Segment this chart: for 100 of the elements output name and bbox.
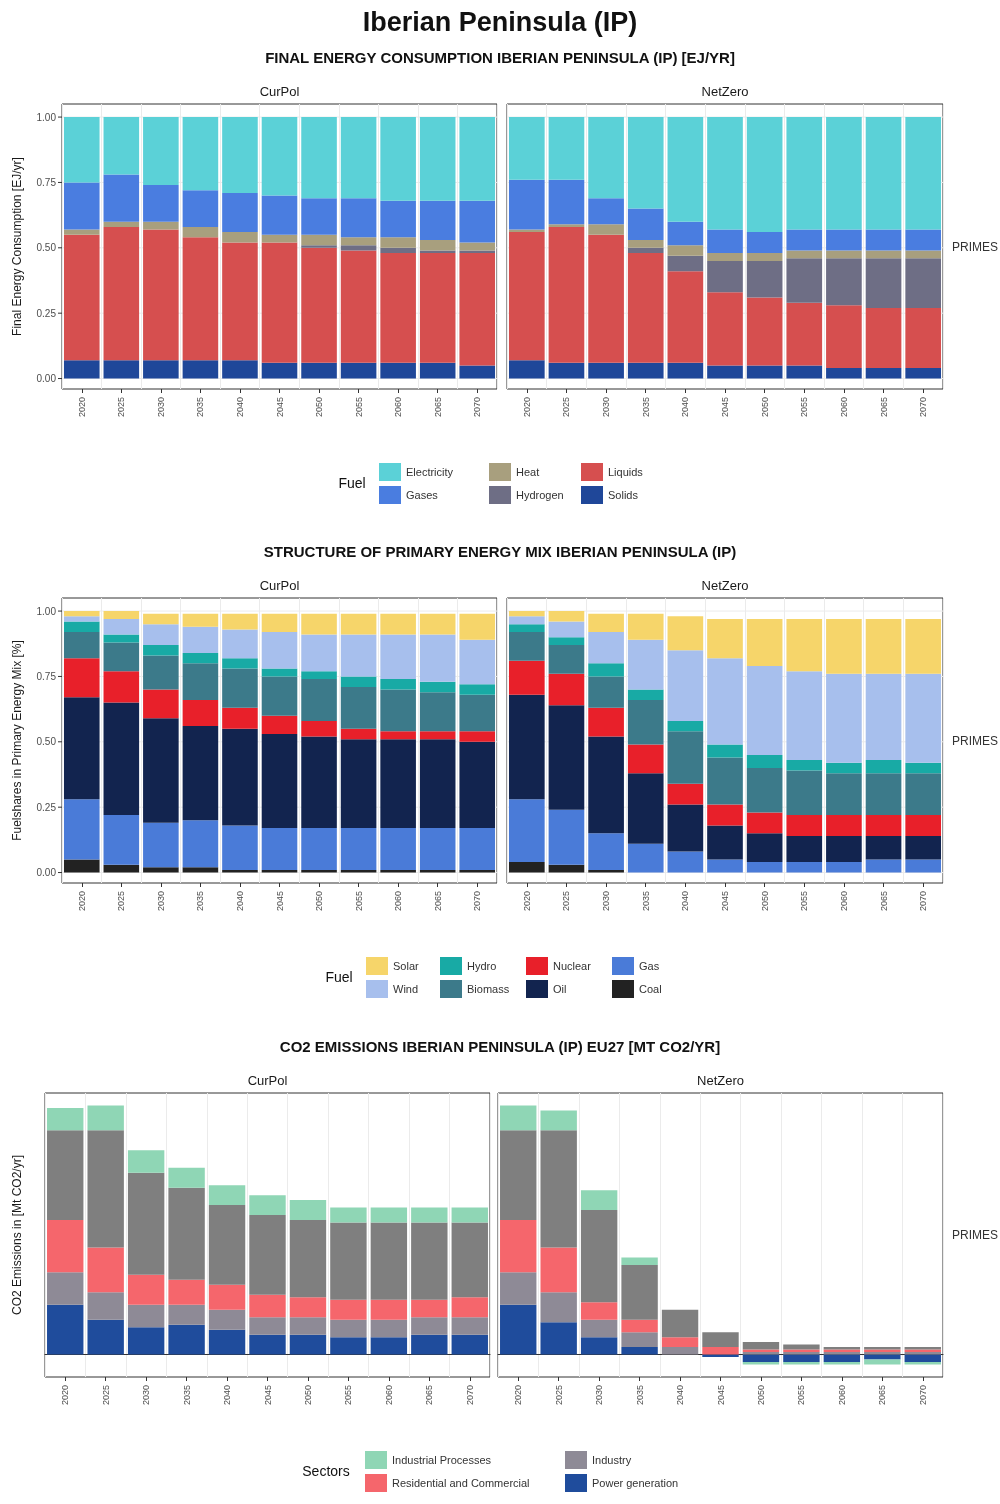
- bar: [865, 859, 902, 873]
- x-tick-label: 2020: [513, 1385, 524, 1406]
- bar: [340, 198, 377, 238]
- bar: [865, 618, 902, 674]
- bar: [742, 1362, 780, 1365]
- bar: [370, 1222, 408, 1300]
- bar: [786, 117, 823, 230]
- bar: [249, 1195, 286, 1216]
- bar: [459, 741, 496, 829]
- bar: [63, 182, 100, 230]
- bar: [667, 616, 704, 651]
- x-tick-label: 2070: [472, 397, 483, 418]
- bar: [222, 707, 258, 729]
- bar: [580, 1302, 618, 1320]
- bar: [340, 739, 377, 829]
- bar: [370, 1207, 408, 1223]
- bar: [627, 208, 664, 240]
- bar: [667, 245, 704, 256]
- bar: [588, 833, 624, 870]
- x-tick-label: 2030: [141, 1385, 152, 1406]
- x-tick-label: 2035: [181, 1385, 192, 1406]
- bar: [63, 658, 100, 698]
- bar: [783, 1362, 820, 1365]
- bar: [301, 613, 337, 635]
- bar: [208, 1284, 246, 1310]
- legend-label: Residential and Commercial: [392, 1477, 530, 1489]
- legend-label: Industrial Processes: [392, 1454, 492, 1466]
- x-tick-label: 2065: [878, 397, 889, 418]
- legend-label: Liquids: [608, 466, 644, 478]
- y-tick-label: 0.25: [36, 801, 57, 813]
- bar: [746, 862, 783, 873]
- bar: [127, 1327, 165, 1355]
- bar: [340, 828, 377, 870]
- bar: [208, 1185, 246, 1206]
- bar: [419, 634, 456, 682]
- y-tick-label: 0.75: [36, 670, 57, 682]
- bar: [786, 250, 823, 259]
- bar: [621, 1319, 658, 1333]
- bar: [746, 812, 783, 834]
- bar: [103, 117, 140, 175]
- bar: [330, 1222, 367, 1300]
- bar: [419, 362, 456, 379]
- bar: [580, 1337, 618, 1355]
- bar: [865, 117, 902, 230]
- y-tick-label: 1.00: [36, 605, 57, 617]
- bar: [508, 117, 545, 180]
- bar: [588, 613, 624, 632]
- bar: [301, 828, 337, 870]
- bar: [826, 305, 862, 369]
- x-tick-label: 2040: [234, 397, 245, 418]
- bar: [905, 773, 942, 816]
- bar: [627, 362, 664, 379]
- bar: [411, 1299, 448, 1318]
- x-tick-label: 2070: [918, 397, 929, 418]
- bar: [261, 715, 298, 734]
- x-tick-label: 2020: [521, 397, 532, 418]
- bar: [707, 744, 743, 758]
- bar: [707, 260, 743, 293]
- bar: [261, 362, 298, 379]
- bar: [627, 239, 664, 248]
- bar: [905, 250, 942, 259]
- x-tick-label: 2045: [274, 397, 285, 418]
- bar: [742, 1342, 780, 1350]
- text: PRIMES: [951, 239, 999, 254]
- bar: [746, 232, 783, 254]
- bar: [707, 757, 743, 805]
- bar: [380, 739, 416, 829]
- bar: [540, 1292, 577, 1323]
- bar: [47, 1107, 84, 1131]
- bar: [904, 1362, 941, 1365]
- legend-label: Electricity: [406, 466, 454, 478]
- bar: [627, 253, 664, 363]
- y-axis-title: Fuelshares in Primary Energy Mix [%]: [10, 640, 24, 841]
- bar: [667, 362, 704, 379]
- legend-label: Heat: [516, 466, 540, 478]
- bar: [826, 250, 862, 259]
- bar: [627, 613, 664, 640]
- bar: [222, 658, 258, 669]
- bar: [301, 362, 337, 379]
- bar: [580, 1210, 618, 1303]
- bar: [508, 232, 545, 361]
- y-tick-label: 0.00: [36, 373, 57, 385]
- bar: [508, 611, 545, 617]
- chart-subtitle: CurPol: [259, 577, 300, 593]
- x-tick-label: 2065: [424, 1385, 435, 1406]
- legend-label: Wind: [393, 983, 419, 995]
- x-tick-label: 2060: [383, 1385, 394, 1406]
- bar: [786, 760, 823, 771]
- x-tick-label: 2040: [234, 891, 245, 912]
- bar: [548, 864, 585, 873]
- bar: [548, 611, 585, 622]
- bar: [261, 234, 298, 243]
- bar: [746, 665, 783, 755]
- bar: [63, 229, 100, 235]
- x-tick-label: 2030: [155, 891, 166, 912]
- bar: [826, 773, 862, 816]
- bar: [865, 250, 902, 259]
- x-tick-label: 2025: [561, 891, 572, 912]
- bar: [103, 360, 140, 379]
- bar: [103, 815, 140, 865]
